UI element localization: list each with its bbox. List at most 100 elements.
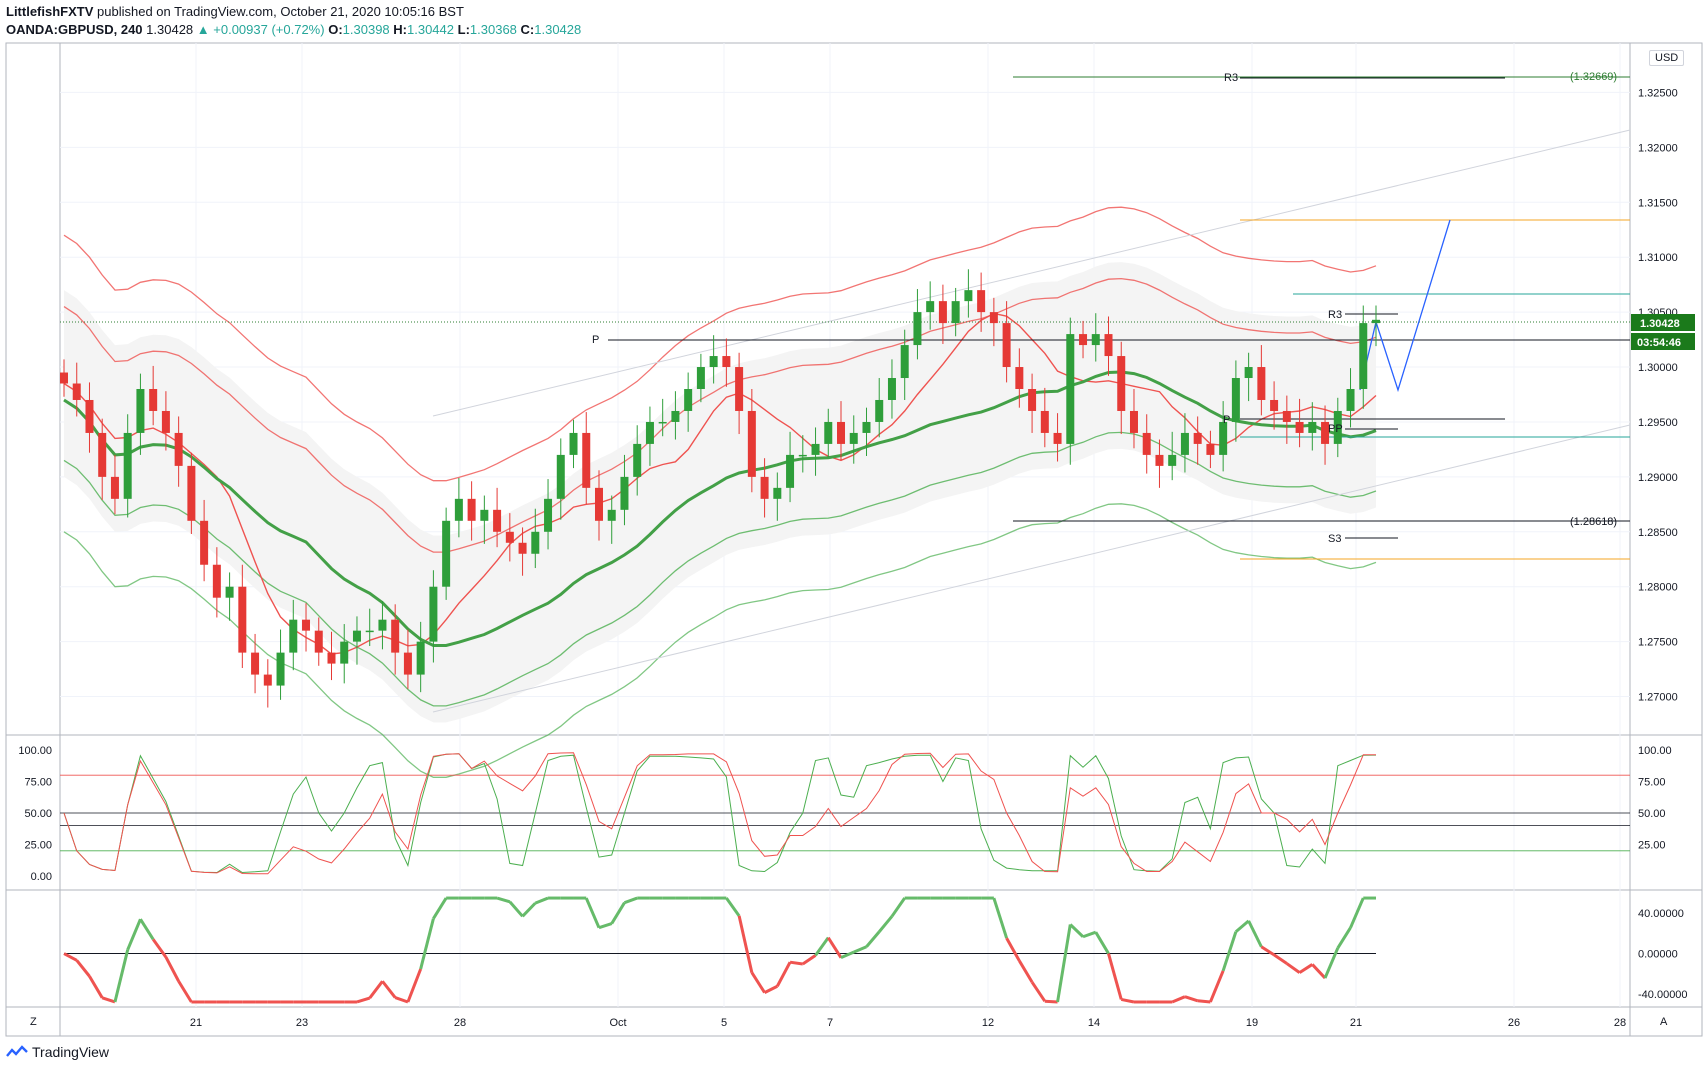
- osc-segment: [827, 936, 843, 959]
- osc-segment: [1197, 999, 1211, 1004]
- candle-body: [556, 454, 565, 499]
- osc-segment: [521, 902, 537, 918]
- channel-upper: [432, 129, 1631, 417]
- candle-body: [1028, 389, 1037, 411]
- last-price: 1.30428: [146, 22, 194, 37]
- projection-path: [1375, 219, 1451, 393]
- osc-segment: [406, 968, 423, 1003]
- osc-segment: [1311, 963, 1327, 980]
- osc-segment: [1209, 970, 1225, 1003]
- candle-body: [72, 383, 81, 400]
- osc-segment: [356, 996, 371, 1004]
- candle-body: [1180, 432, 1189, 455]
- candle-body: [1321, 421, 1330, 444]
- osc-segment: [763, 984, 778, 994]
- time-tick-label: 5: [721, 1017, 727, 1029]
- cloud-fill: [64, 262, 1376, 723]
- osc-segment: [1336, 926, 1352, 949]
- price-change: ▲ +0.00937 (+0.72%): [196, 22, 325, 37]
- osc-segment: [725, 897, 741, 917]
- candle-body: [964, 290, 973, 302]
- candle-body: [544, 498, 553, 532]
- open-label: O:: [328, 22, 343, 37]
- candle-body: [85, 399, 94, 433]
- osc-segment: [126, 918, 142, 951]
- stoch-right-tick: 75.00: [1638, 777, 1666, 789]
- pp-label: PP: [1328, 423, 1343, 435]
- candle-body: [238, 586, 247, 653]
- candle-body: [786, 454, 795, 488]
- price-axis[interactable]: 1.325001.320001.315001.310001.305001.300…: [1638, 87, 1678, 703]
- currency-badge[interactable]: USD: [1649, 50, 1685, 66]
- osc-segment: [1323, 947, 1340, 979]
- osc-segment: [534, 896, 549, 905]
- candle-body: [569, 432, 578, 455]
- candle-body: [926, 301, 935, 313]
- candle-body: [493, 509, 502, 532]
- candle-body: [391, 619, 400, 653]
- candle-body: [696, 367, 705, 389]
- author-name[interactable]: LittlefishFXTV: [6, 4, 94, 19]
- candle-body: [900, 345, 909, 379]
- stoch-right-tick: 25.00: [1638, 840, 1666, 852]
- osc-segment: [88, 975, 104, 999]
- candle-body: [1333, 410, 1342, 444]
- osc-segment: [139, 918, 155, 941]
- stoch-right-tick: 100.00: [1638, 745, 1672, 757]
- zoom-reset-button[interactable]: Z: [30, 1016, 37, 1028]
- candle-body: [429, 586, 438, 642]
- candle-body: [1142, 432, 1151, 455]
- candle-body: [938, 301, 947, 324]
- candle-body: [505, 531, 514, 543]
- candle-body: [709, 356, 718, 368]
- close-label: C:: [520, 22, 535, 37]
- high-value: 1.30442: [407, 22, 454, 37]
- osc-right-tick: -40.00000: [1638, 989, 1688, 1001]
- candle-body: [1206, 443, 1215, 455]
- osc-segment: [1044, 999, 1058, 1004]
- osc-segment: [1069, 923, 1085, 938]
- price-tick-label: 1.28000: [1638, 582, 1678, 594]
- header-line-1: LittlefishFXTV published on TradingView.…: [6, 4, 464, 19]
- osc-segment: [878, 915, 894, 933]
- candle-body: [1231, 378, 1240, 422]
- candle-body: [276, 652, 285, 686]
- symbol-label[interactable]: OANDA:GBPUSD, 240: [6, 22, 143, 37]
- candle-body: [747, 410, 756, 477]
- candle-body: [518, 542, 527, 554]
- candle-body: [633, 443, 642, 477]
- candle-body: [1346, 389, 1355, 411]
- osc-segment: [1221, 931, 1238, 972]
- candle-body: [913, 312, 922, 346]
- candle-body: [1040, 410, 1049, 433]
- mid-band-green: [63, 431, 1377, 707]
- osc-segment: [890, 897, 906, 918]
- candle-body: [365, 630, 374, 633]
- stoch-k-slow: [63, 752, 1377, 875]
- osc-segment: [164, 956, 180, 982]
- osc-segment: [623, 896, 638, 905]
- candle-body: [327, 652, 336, 664]
- candle-body: [722, 356, 731, 368]
- osc-segment: [1273, 953, 1288, 965]
- stoch-left-tick: 25.00: [24, 840, 52, 852]
- time-axis[interactable]: 21 23 28 Oct 5 7 12 14 19 21 26 28: [190, 1017, 1626, 1029]
- candle-body: [887, 378, 896, 400]
- trend-lines: [432, 129, 1631, 713]
- candle-body: [200, 520, 209, 565]
- support-value: (1.28618): [1570, 516, 1617, 528]
- time-tick-label: 12: [982, 1017, 994, 1029]
- candle-body: [161, 410, 170, 433]
- time-tick-label: 7: [827, 1017, 833, 1029]
- auto-scale-button[interactable]: A: [1660, 1016, 1668, 1028]
- candle-body: [123, 432, 132, 499]
- osc-segment: [1247, 920, 1263, 948]
- candle-body: [1155, 454, 1164, 466]
- candle-body: [862, 421, 871, 433]
- candle-body: [1359, 323, 1368, 389]
- candle-body: [824, 421, 833, 444]
- osc-segment: [1349, 897, 1365, 929]
- candle-body: [110, 476, 119, 499]
- stoch-left-tick: 50.00: [24, 808, 52, 820]
